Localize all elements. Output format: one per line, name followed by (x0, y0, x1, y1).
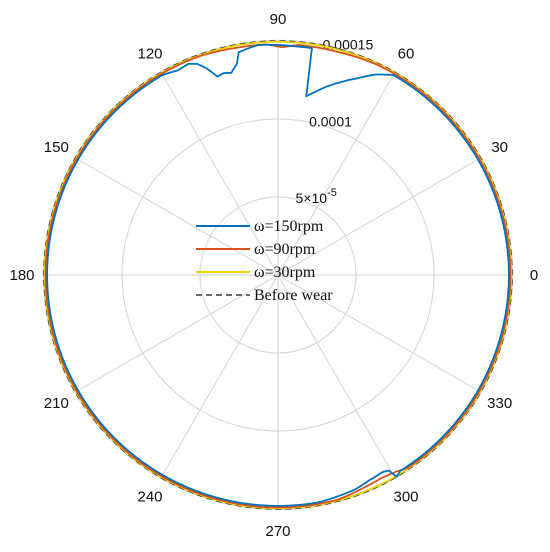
angle-tick-label-90: 90 (270, 11, 287, 28)
angle-tick-label-150: 150 (44, 139, 69, 156)
angle-tick-label-180: 180 (9, 267, 34, 284)
grid-spoke-300 (277, 274, 396, 478)
grid-spoke-150 (75, 157, 279, 276)
angle-tick-label-30: 30 (491, 139, 508, 156)
angle-tick-label-270: 270 (265, 523, 290, 540)
grid-spoke-210 (75, 274, 279, 393)
grid-spoke-60 (277, 72, 396, 276)
angle-tick-labels: 0 30 60 90 120 150 180 210 240 270 300 330 (9, 11, 538, 540)
legend-entry-0: ω=150rpm (254, 218, 324, 235)
grid-spoke-240 (160, 274, 279, 478)
series-lines (43, 40, 513, 510)
angle-tick-label-330: 330 (487, 395, 512, 412)
angle-tick-label-300: 300 (393, 489, 418, 506)
grid-spoke-120 (160, 72, 279, 276)
legend-entry-3: Before wear (254, 287, 333, 304)
angle-tick-label-0: 0 (530, 267, 538, 284)
angle-tick-label-120: 120 (137, 45, 162, 62)
angle-tick-label-60: 60 (398, 45, 415, 62)
legend-entry-1: ω=90rpm (254, 241, 316, 258)
legend: ω=150rpm ω=90rpm ω=30rpm Before wear (196, 218, 333, 304)
grid-spoke-30 (277, 157, 481, 276)
angle-tick-label-240: 240 (137, 489, 162, 506)
grid-spoke-330 (277, 274, 481, 393)
angle-tick-label-210: 210 (44, 395, 69, 412)
legend-entry-2: ω=30rpm (254, 264, 316, 281)
radial-tick-label-0: 5×10-5 (296, 187, 337, 206)
radial-tick-label-1: 0.0001 (309, 113, 352, 129)
series-line-0 (46, 43, 510, 507)
